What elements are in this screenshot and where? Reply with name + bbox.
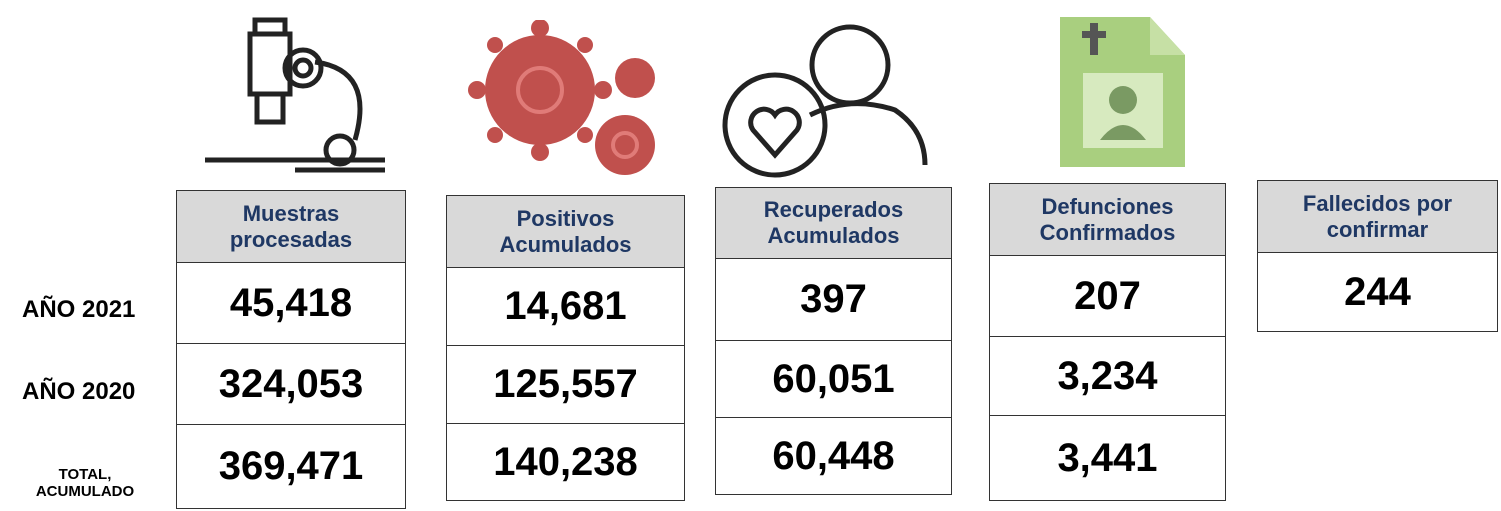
value-cell: 60,051 <box>716 341 951 418</box>
recovered-icon <box>715 15 945 180</box>
value-cell: 125,557 <box>447 346 684 424</box>
column-header: Recuperados Acumulados <box>716 188 951 259</box>
value-cell: 3,234 <box>990 337 1225 416</box>
microscope-icon <box>195 10 395 185</box>
value-cell: 207 <box>990 256 1225 337</box>
value-cell: 324,053 <box>177 344 405 425</box>
column-header: Positivos Acumulados <box>447 196 684 268</box>
table-column: Recuperados Acumulados 397 60,051 60,448 <box>715 187 952 495</box>
column-header: Muestras procesadas <box>177 191 405 263</box>
value-cell: 244 <box>1258 253 1497 331</box>
value-cell: 369,471 <box>177 425 405 508</box>
value-cell: 45,418 <box>177 263 405 344</box>
row-label: AÑO 2021 <box>22 296 135 324</box>
table-column: Positivos Acumulados 14,681 125,557 140,… <box>446 195 685 501</box>
death-certificate-icon <box>1055 15 1190 170</box>
virus-icon <box>455 20 675 185</box>
value-cell: 3,441 <box>990 416 1225 500</box>
value-cell: 397 <box>716 259 951 341</box>
column-header: Fallecidos por confirmar <box>1258 181 1497 253</box>
value-cell: 14,681 <box>447 268 684 346</box>
row-label: AÑO 2020 <box>22 378 135 406</box>
column-header: Defunciones Confirmados <box>990 184 1225 256</box>
table-column: Fallecidos por confirmar 244 <box>1257 180 1498 332</box>
row-label: TOTAL, ACUMULADO <box>20 466 150 500</box>
value-cell: 60,448 <box>716 418 951 494</box>
table-column: Defunciones Confirmados 207 3,234 3,441 <box>989 183 1226 501</box>
page: AÑO 2021 AÑO 2020 TOTAL, ACUMULADO Muest… <box>0 0 1501 511</box>
table-column: Muestras procesadas 45,418 324,053 369,4… <box>176 190 406 509</box>
value-cell: 140,238 <box>447 424 684 500</box>
